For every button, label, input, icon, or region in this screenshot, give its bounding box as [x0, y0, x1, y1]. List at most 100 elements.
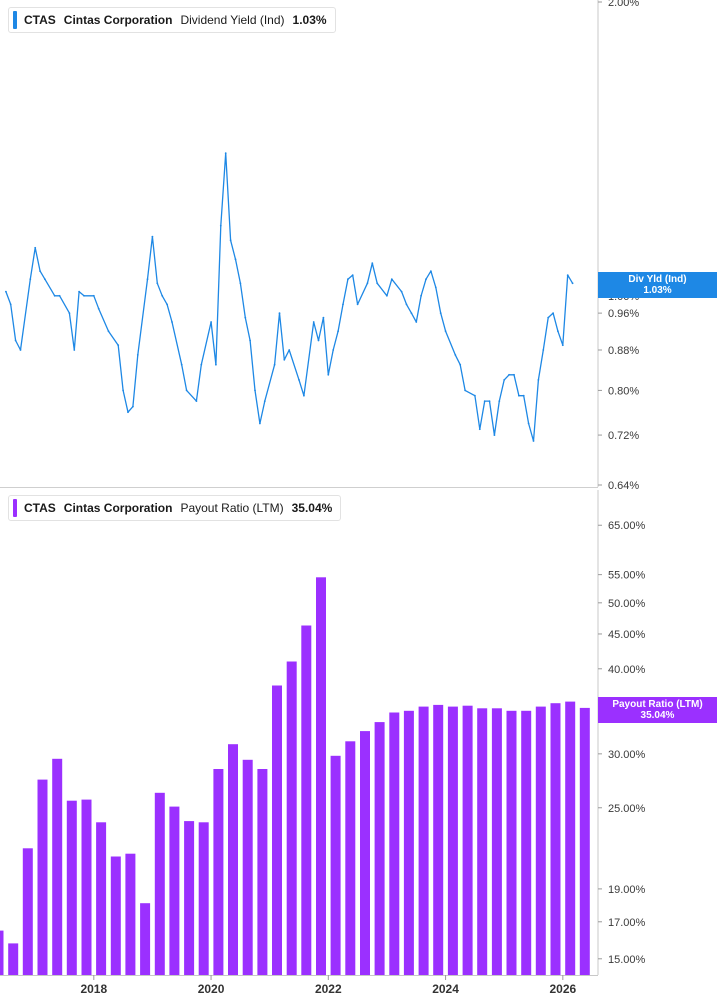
yield-point [571, 282, 574, 285]
yield-point [434, 286, 437, 289]
yield-point [83, 294, 85, 297]
yield-point [488, 400, 491, 402]
yield-point [390, 278, 393, 281]
payout-tick-label: 30.00% [608, 749, 646, 761]
payout-legend-company: Cintas Corporation [63, 501, 173, 515]
yield-point [259, 422, 261, 425]
yield-point [522, 394, 525, 397]
yield-legend[interactable]: CTAS Cintas Corporation Dividend Yield (… [8, 7, 336, 33]
payout-legend-ticker: CTAS [24, 501, 56, 515]
yield-point [552, 312, 554, 314]
yield-point [498, 400, 501, 402]
yield-point [371, 262, 374, 265]
yield-point [254, 389, 256, 392]
payout-bar [535, 706, 546, 975]
x-tick-label: 2022 [315, 982, 342, 996]
yield-point [356, 303, 359, 306]
yield-point [92, 294, 95, 297]
payout-value-tag: Payout Ratio (LTM) 35.04% [598, 697, 717, 723]
payout-bar [66, 800, 77, 975]
payout-tick-label: 19.00% [608, 884, 646, 896]
payout-bar [418, 706, 429, 975]
yield-point [386, 294, 388, 297]
yield-series-line [5, 152, 574, 442]
yield-point [508, 373, 510, 376]
yield-point [557, 330, 559, 333]
yield-legend-company: Cintas Corporation [63, 13, 173, 27]
payout-bar [81, 799, 92, 975]
yield-point [9, 303, 12, 306]
yield-point [351, 274, 354, 276]
yield-point [518, 394, 520, 397]
yield-point [278, 312, 281, 314]
yield-point [34, 246, 37, 249]
yield-point [273, 363, 276, 366]
yield-legend-ticker: CTAS [24, 13, 56, 27]
payout-bar [565, 701, 576, 975]
payout-legend[interactable]: CTAS Cintas Corporation Payout Ratio (LT… [8, 495, 342, 521]
yield-point [5, 290, 7, 293]
yield-point [14, 339, 17, 342]
yield-point [376, 282, 379, 285]
yield-point [322, 316, 325, 319]
x-tick-label: 2026 [549, 982, 576, 996]
yield-tick-label: 0.96% [608, 308, 639, 320]
yield-value-tag: Div Yld (Ind) 1.03% [598, 272, 717, 298]
payout-tag-value: 35.04% [640, 710, 675, 721]
payout-legend-metric: Payout Ratio (LTM) [180, 501, 284, 515]
yield-point [342, 303, 344, 306]
yield-point [107, 330, 110, 333]
payout-bar [52, 758, 63, 975]
payout-bar [433, 704, 444, 975]
yield-point [483, 400, 486, 402]
payout-bar [447, 706, 458, 975]
yield-point [327, 373, 330, 376]
yield-point [566, 274, 569, 276]
payout-bar [506, 710, 517, 975]
yield-point [53, 294, 56, 297]
yield-point [239, 282, 242, 285]
payout-bar [491, 708, 502, 975]
yield-point [200, 363, 203, 366]
yield-point [298, 379, 300, 381]
payout-bar [550, 703, 561, 975]
yield-point [312, 321, 315, 323]
yield-point [244, 316, 247, 319]
yield-point [464, 389, 466, 392]
yield-point [288, 349, 291, 351]
yield-line [5, 152, 574, 442]
yield-point [78, 290, 80, 293]
yield-point [171, 321, 173, 323]
yield-point [234, 258, 237, 261]
yield-legend-metric: Dividend Yield (Ind) [180, 13, 285, 27]
payout-tick-label: 40.00% [608, 664, 646, 676]
x-tick-label: 2020 [198, 982, 225, 996]
x-tick-label: 2018 [80, 982, 107, 996]
yield-point [249, 339, 252, 342]
payout-bar [37, 779, 48, 975]
payout-bar [521, 710, 532, 975]
yield-point [73, 349, 76, 351]
yield-point [337, 330, 339, 333]
payout-bar [8, 943, 19, 975]
yield-point [136, 354, 139, 356]
payout-bar [477, 708, 488, 975]
yield-point [430, 270, 432, 272]
yield-point [127, 411, 129, 414]
yield-tick-label: 0.88% [608, 345, 639, 357]
payout-tick-label: 25.00% [608, 803, 646, 815]
yield-point [219, 224, 222, 227]
yield-point [224, 152, 227, 155]
yield-point [263, 400, 266, 402]
payout-bar [96, 822, 107, 975]
payout-bar [169, 806, 180, 975]
yield-point [58, 294, 61, 297]
yield-point [19, 349, 22, 351]
yield-point [68, 312, 71, 314]
yield-point [425, 278, 427, 281]
payout-bar [389, 712, 400, 975]
payout-bar [403, 710, 414, 975]
payout-bar [330, 755, 341, 975]
payout-bar [462, 705, 473, 975]
payout-bar [316, 577, 326, 975]
